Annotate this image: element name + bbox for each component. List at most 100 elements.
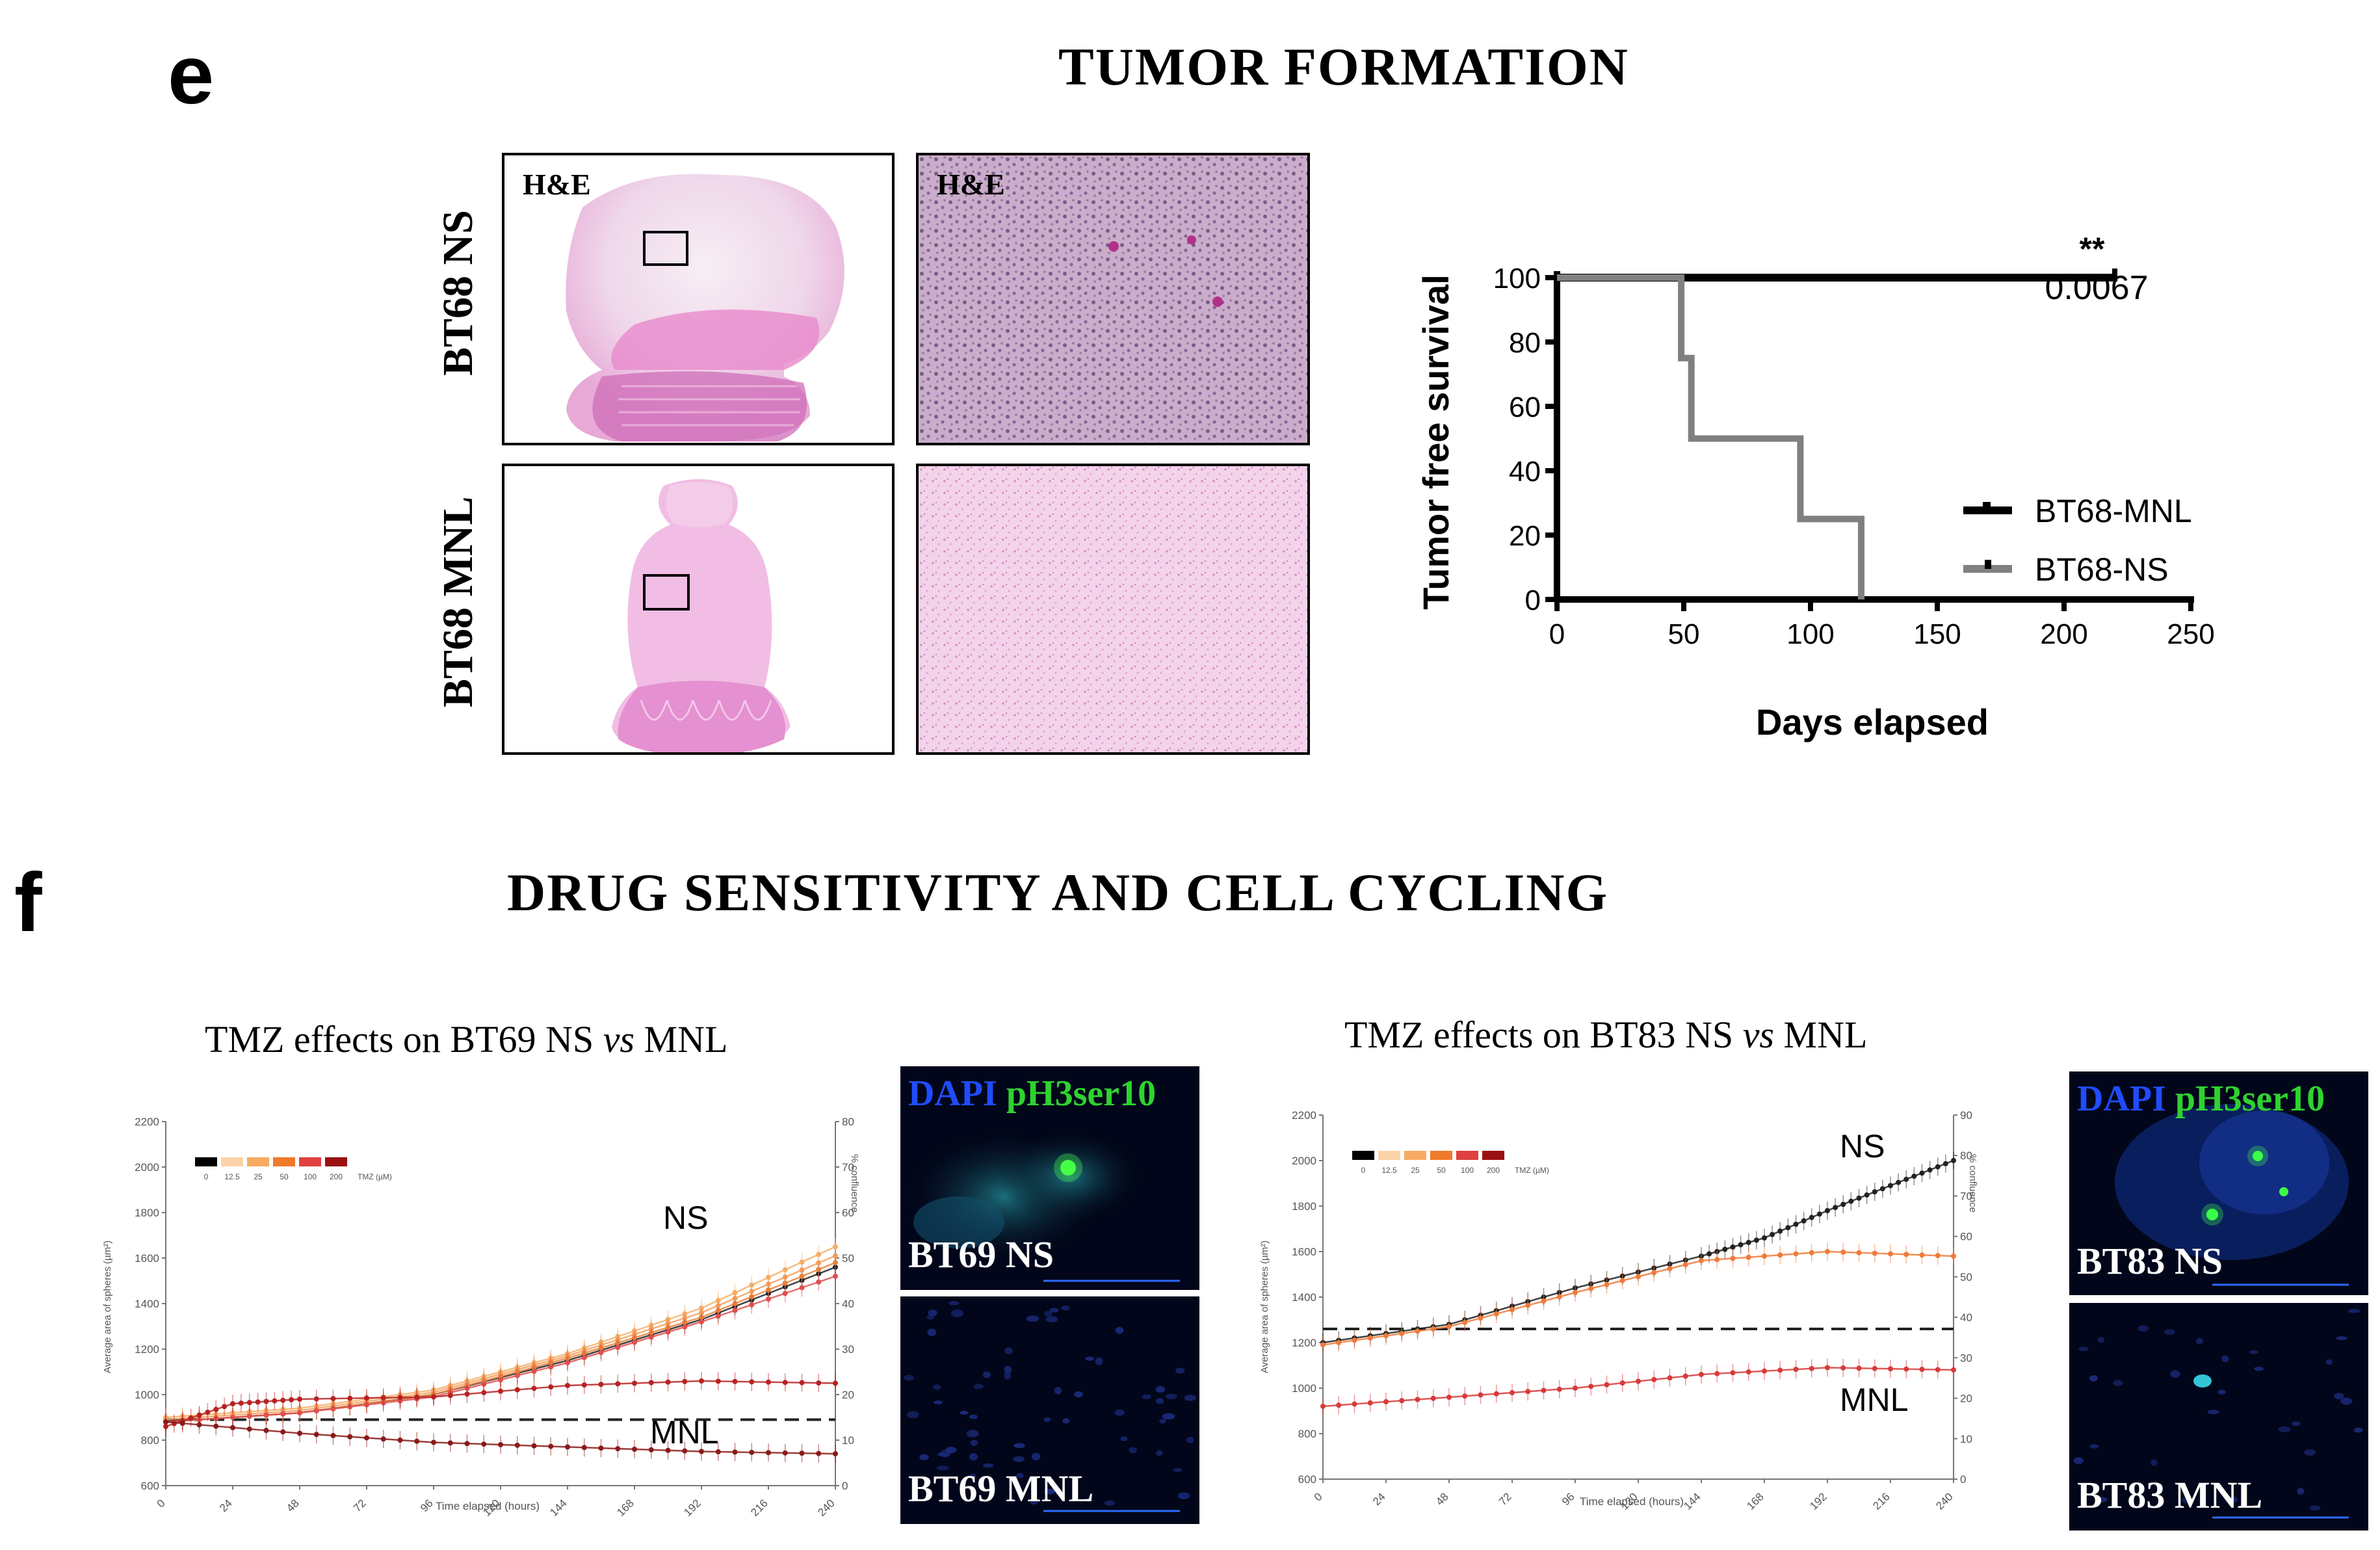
tmz-point bbox=[1856, 1365, 1862, 1371]
tmz-chart-bt69: 6008001000120014001600180020002200010203… bbox=[102, 1116, 860, 1519]
tmz-xtick-label: 96 bbox=[1560, 1490, 1577, 1508]
tmz-legend-value: 50 bbox=[280, 1172, 289, 1181]
tmz-point bbox=[1809, 1215, 1814, 1220]
tmz-point bbox=[1888, 1183, 1893, 1189]
tmz-point bbox=[1619, 1278, 1625, 1283]
nucleus bbox=[2164, 1329, 2175, 1335]
tmz-ytick-right-label: 40 bbox=[1960, 1311, 1972, 1324]
tmz-point bbox=[782, 1450, 788, 1456]
nucleus bbox=[1031, 1452, 1041, 1461]
fluor-bt69-mnl-image bbox=[904, 1301, 1197, 1512]
tmz-ytick-right-label: 80 bbox=[842, 1116, 854, 1128]
tmz-legend-swatch bbox=[1430, 1151, 1452, 1160]
tmz-point bbox=[1919, 1367, 1925, 1373]
tmz-point bbox=[615, 1446, 621, 1452]
tmz-xtick-label: 168 bbox=[614, 1497, 636, 1518]
tmz-point bbox=[749, 1449, 755, 1455]
nucleus bbox=[969, 1414, 978, 1419]
tmz-legend-value: 25 bbox=[254, 1172, 263, 1181]
tmz-point bbox=[1367, 1335, 1373, 1341]
nucleus bbox=[969, 1473, 976, 1478]
tmz-point bbox=[414, 1438, 420, 1444]
tmz-xtick-label: 192 bbox=[1807, 1490, 1829, 1512]
tmz-point bbox=[397, 1395, 403, 1400]
tmz-point bbox=[1896, 1179, 1902, 1185]
survival-legend: BT68-MNL BT68-NS bbox=[1963, 493, 2192, 588]
tmz-point bbox=[766, 1379, 771, 1385]
tmz-ytick-label: 600 bbox=[141, 1480, 159, 1492]
nucleus bbox=[1004, 1372, 1012, 1380]
nucleus bbox=[2078, 1346, 2089, 1352]
tmz-point bbox=[1746, 1240, 1751, 1245]
nucleus bbox=[2249, 1350, 2258, 1354]
tmz-point bbox=[1864, 1192, 1870, 1198]
right-title-post: MNL bbox=[1774, 1014, 1868, 1056]
tmz-ytick-label: 600 bbox=[1298, 1473, 1316, 1486]
stain-dapi-bt83: DAPI bbox=[2077, 1079, 2166, 1119]
nucleus bbox=[2309, 1505, 2321, 1511]
tmz-point bbox=[1919, 1170, 1925, 1176]
tmz-point bbox=[1493, 1311, 1499, 1317]
survival-xtick-label: 200 bbox=[2040, 618, 2087, 650]
tmz-point bbox=[272, 1398, 278, 1404]
tmz-series-ns-treated bbox=[1320, 1242, 1956, 1354]
tmz-legend-value: 25 bbox=[1411, 1166, 1420, 1175]
tmz-bt69-series bbox=[163, 1237, 838, 1463]
nucleus bbox=[2138, 1325, 2149, 1332]
tmz-point bbox=[833, 1451, 838, 1456]
tmz-point bbox=[1399, 1331, 1405, 1336]
tmz-point bbox=[196, 1422, 202, 1428]
nucleus bbox=[904, 1374, 915, 1381]
nucleus bbox=[2325, 1359, 2333, 1365]
tmz-point bbox=[213, 1423, 219, 1429]
nucleus bbox=[2151, 1459, 2158, 1466]
tmz-point bbox=[481, 1441, 487, 1447]
survival-ylabel: Tumor free survival bbox=[1415, 274, 1456, 610]
tmz-point bbox=[514, 1387, 520, 1393]
nucleus bbox=[2089, 1444, 2099, 1449]
nucleus bbox=[2089, 1375, 2098, 1382]
nucleus bbox=[2292, 1421, 2301, 1426]
tmz-ytick-label: 1400 bbox=[135, 1298, 159, 1310]
fluor-bt83-mnl-image bbox=[2073, 1309, 2363, 1519]
tmz-point bbox=[648, 1447, 654, 1452]
tmz-legend-unit: TMZ (µM) bbox=[1515, 1166, 1549, 1175]
he-zoom-mnl bbox=[916, 464, 1310, 755]
tmz-point bbox=[1707, 1251, 1712, 1257]
tmz-point bbox=[565, 1360, 570, 1365]
nucleus bbox=[2304, 1449, 2316, 1456]
tmz-point bbox=[1525, 1302, 1531, 1308]
tmz-point bbox=[1919, 1252, 1925, 1258]
nucleus bbox=[2334, 1393, 2344, 1400]
tmz-point bbox=[1935, 1253, 1941, 1259]
nucleus bbox=[2073, 1457, 2084, 1464]
tmz-point bbox=[565, 1444, 570, 1450]
tmz-point bbox=[1777, 1367, 1783, 1373]
tmz-point bbox=[330, 1406, 336, 1412]
tmz-point bbox=[799, 1285, 805, 1291]
nucleus bbox=[927, 1328, 937, 1337]
tmz-point bbox=[1430, 1395, 1436, 1401]
tmz-point bbox=[1951, 1367, 1956, 1373]
tmz-point bbox=[447, 1440, 453, 1446]
nucleus bbox=[2348, 1309, 2360, 1313]
tmz-point bbox=[297, 1397, 302, 1402]
tmz-point bbox=[1352, 1401, 1357, 1407]
tmz-bt83-ylabel: Average area of spheres (µm²) bbox=[1259, 1241, 1270, 1373]
right-title-pre: TMZ effects on BT83 NS bbox=[1344, 1014, 1743, 1056]
nucleus bbox=[2217, 1389, 2227, 1395]
tmz-point bbox=[1430, 1326, 1436, 1332]
survival-line-bt68-ns bbox=[1557, 274, 1864, 599]
tmz-point bbox=[347, 1434, 353, 1439]
tmz-point bbox=[263, 1412, 269, 1418]
tmz-point bbox=[1336, 1402, 1342, 1408]
nucleus bbox=[950, 1309, 964, 1317]
tmz-point bbox=[766, 1450, 771, 1456]
tmz-point bbox=[263, 1428, 269, 1434]
nucleus bbox=[2254, 1366, 2264, 1371]
tmz-point bbox=[1777, 1252, 1783, 1258]
tmz-point bbox=[1682, 1373, 1688, 1379]
tmz-point bbox=[816, 1380, 822, 1386]
tmz-point bbox=[799, 1451, 805, 1456]
tmz-point bbox=[205, 1410, 211, 1415]
